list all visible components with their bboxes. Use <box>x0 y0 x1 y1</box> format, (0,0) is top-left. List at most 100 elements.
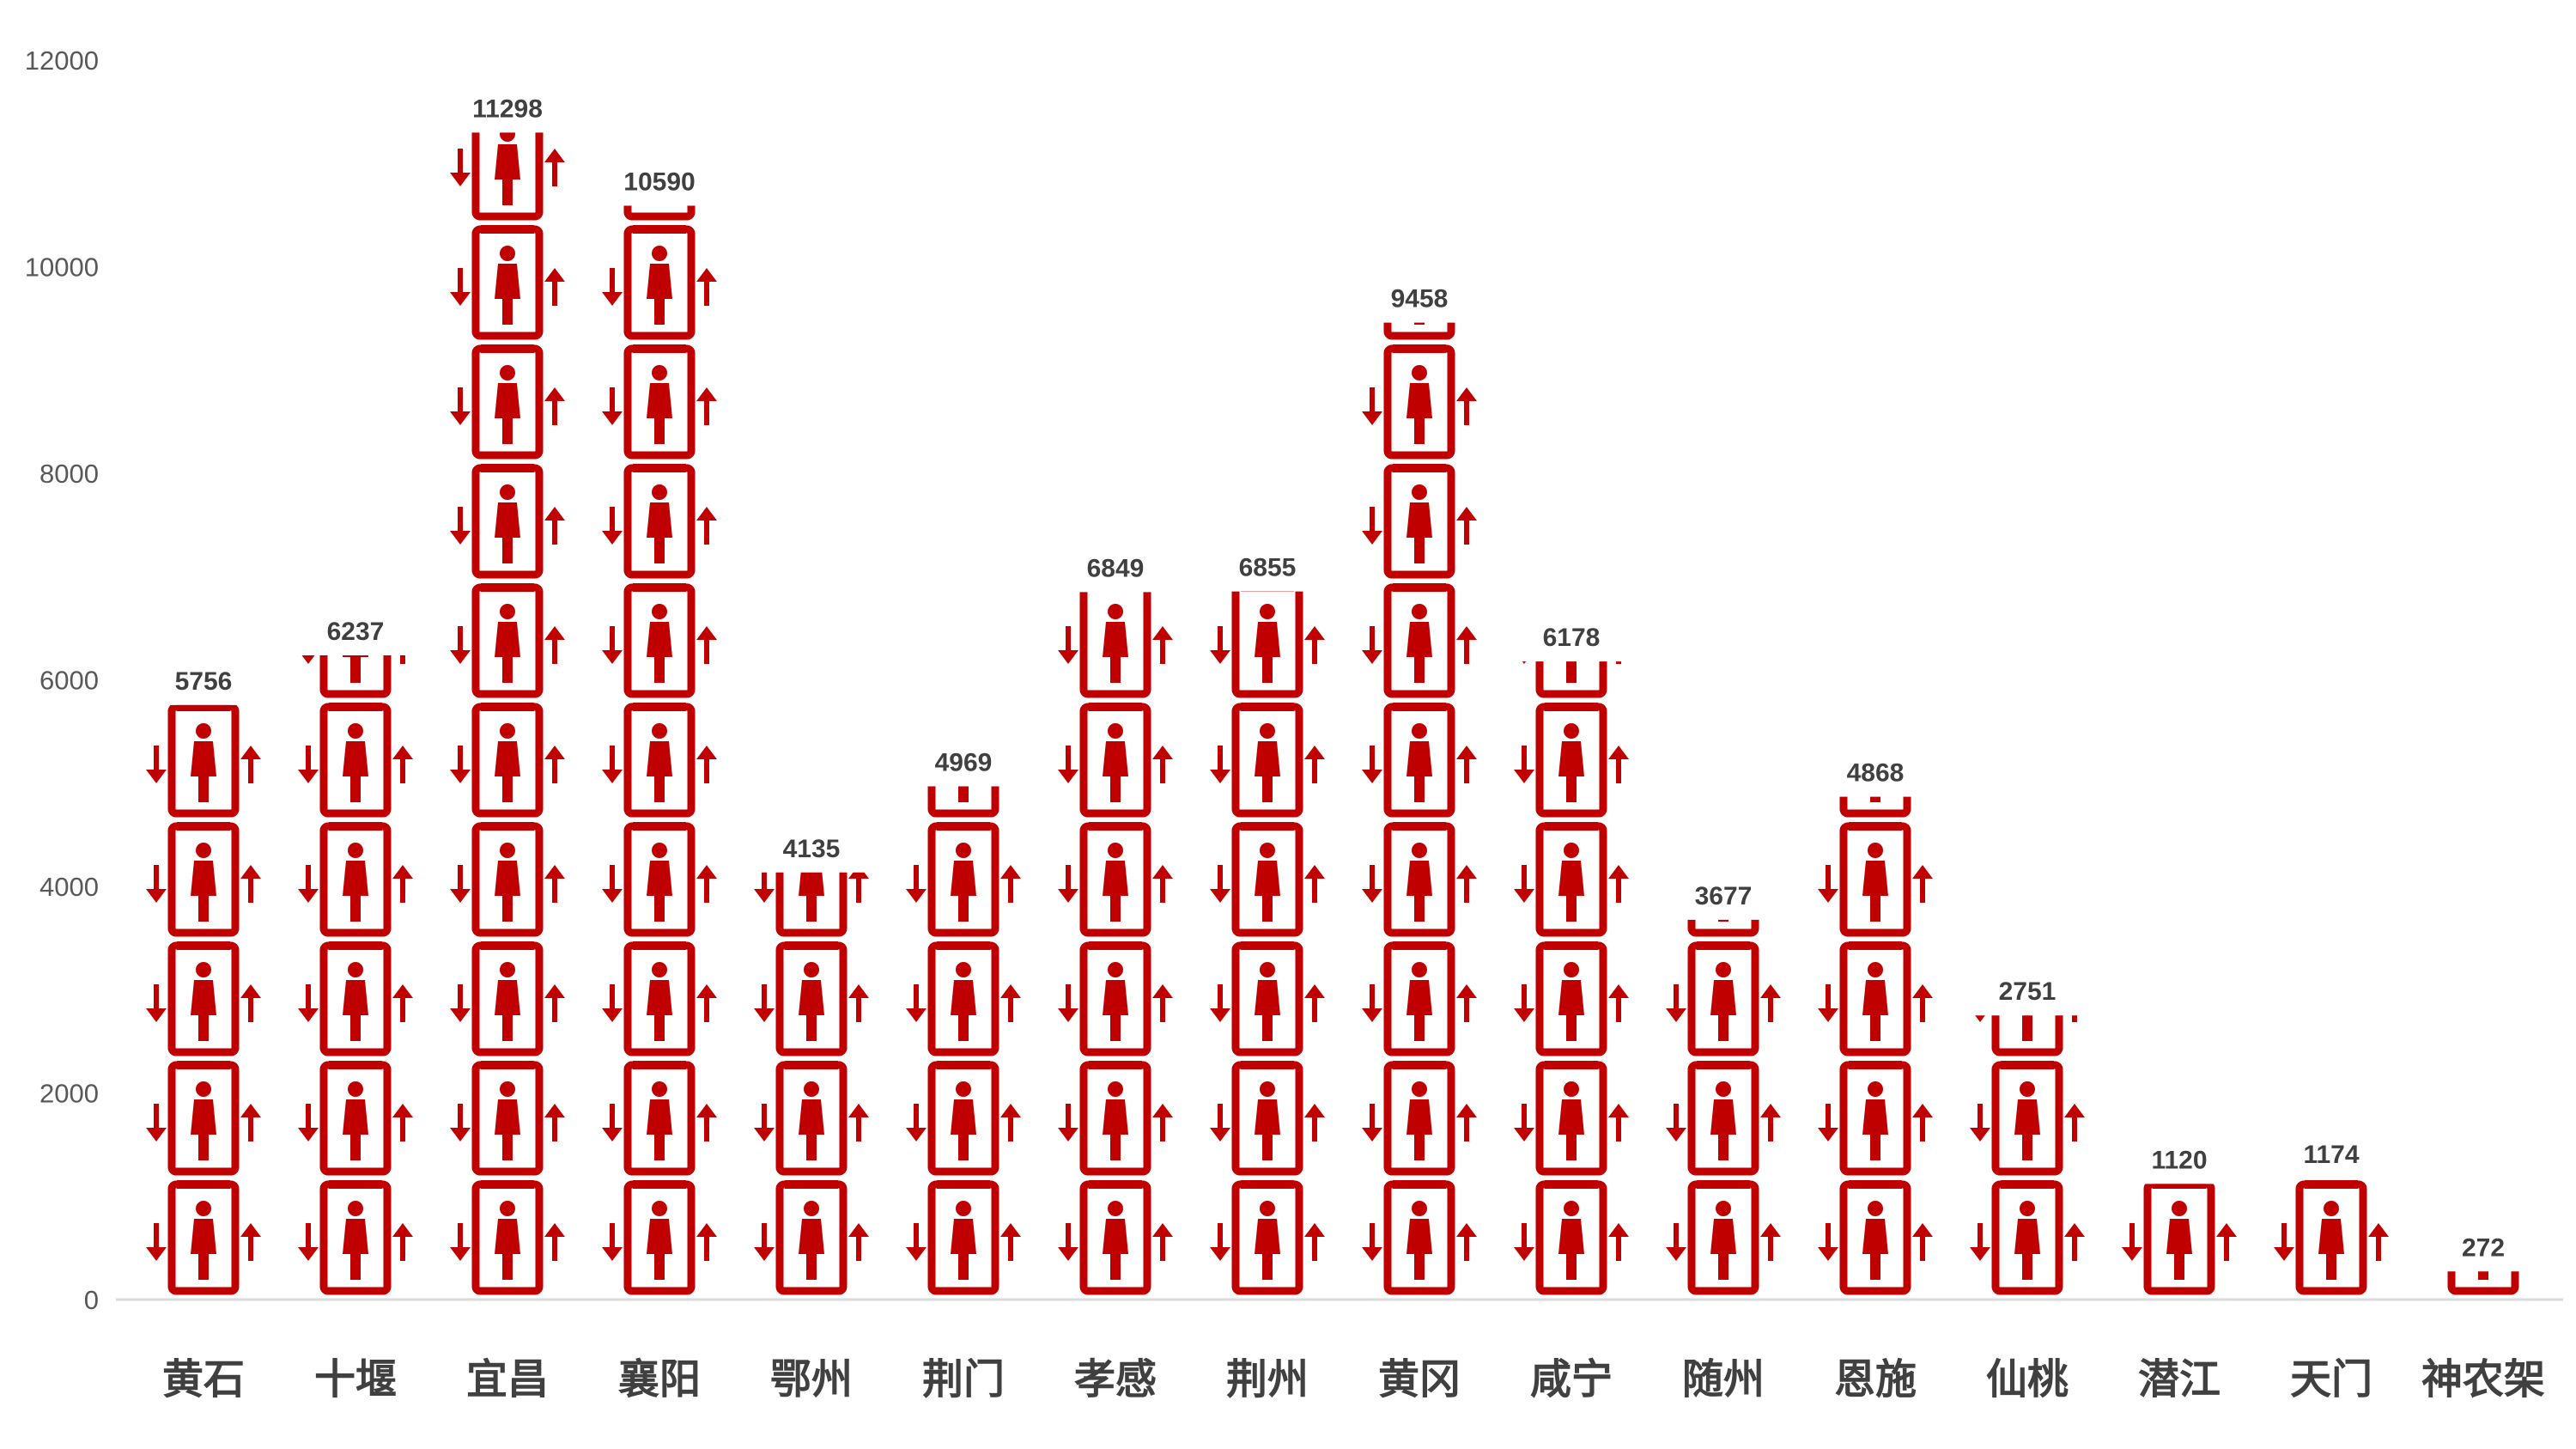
elevator-person-icon <box>906 822 1021 933</box>
data-label: 4969 <box>935 748 993 776</box>
category-label: 随州 <box>1682 1355 1765 1403</box>
elevator-person-icon <box>602 344 717 455</box>
bar: 9458 黄冈 <box>1362 285 1477 1403</box>
elevator-person-icon <box>1666 1180 1781 1291</box>
bar: 4135 鄂州 <box>754 835 869 1403</box>
elevator-person-icon <box>1970 1180 2085 1291</box>
data-label: 10590 <box>623 168 695 197</box>
elevator-person-icon <box>1058 941 1173 1052</box>
category-label: 荆门 <box>922 1355 1005 1403</box>
bar: 4868 恩施 <box>1818 703 1933 1403</box>
elevator-person-icon <box>754 941 869 1052</box>
y-axis: 0 2000 4000 6000 8000 10000 12000 <box>25 46 99 1315</box>
category-label: 咸宁 <box>1530 1355 1613 1403</box>
category-label: 神农架 <box>2421 1355 2545 1403</box>
elevator-person-icon <box>146 822 261 933</box>
elevator-person-icon <box>1362 822 1477 933</box>
elevator-person-icon <box>602 822 717 933</box>
data-label: 11298 <box>472 94 543 123</box>
data-label: 4868 <box>1847 759 1905 788</box>
y-tick-label: 6000 <box>39 666 99 696</box>
bar: 3677 随州 <box>1666 822 1781 1403</box>
elevator-person-icon <box>450 583 565 694</box>
bar: 6855 荆州 <box>1210 554 1325 1403</box>
elevator-person-icon <box>602 1061 717 1172</box>
elevator-person-icon <box>1362 941 1477 1052</box>
data-label: 6237 <box>327 618 385 646</box>
data-label: 6178 <box>1543 624 1601 652</box>
elevator-person-icon <box>450 1061 565 1172</box>
category-label: 天门 <box>2290 1355 2372 1403</box>
y-tick-label: 4000 <box>39 872 99 902</box>
elevator-person-icon <box>2274 1180 2389 1291</box>
elevator-person-icon <box>906 1061 1021 1172</box>
category-label: 孝感 <box>1074 1355 1157 1403</box>
y-tick-label: 10000 <box>25 253 99 283</box>
elevator-person-icon <box>754 1180 869 1291</box>
elevator-person-icon <box>602 106 717 216</box>
data-label: 3677 <box>1695 882 1753 910</box>
elevator-person-icon <box>1058 583 1173 694</box>
elevator-person-icon <box>1058 703 1173 813</box>
category-label: 鄂州 <box>770 1355 853 1403</box>
category-label: 宜昌 <box>466 1355 549 1403</box>
data-label: 272 <box>2462 1233 2505 1262</box>
bar: 1174 天门 <box>2274 1141 2389 1403</box>
elevator-person-icon <box>1058 1061 1173 1172</box>
elevator-person-icon <box>1514 822 1629 933</box>
bar: 4969 荆门 <box>906 748 1021 1403</box>
elevator-person-icon <box>450 822 565 933</box>
elevator-person-icon <box>450 1180 565 1291</box>
data-label: 9458 <box>1391 285 1449 314</box>
elevator-person-icon <box>450 225 565 336</box>
elevator-person-icon <box>1514 703 1629 813</box>
data-label: 2751 <box>1999 977 2057 1006</box>
bar: 2751 仙桃 <box>1970 977 2085 1403</box>
elevator-person-icon <box>1514 941 1629 1052</box>
elevator-person-icon <box>1818 703 1933 813</box>
elevator-person-icon <box>754 1061 869 1172</box>
elevator-person-icon <box>1210 583 1325 694</box>
elevator-person-icon <box>2122 1180 2237 1291</box>
y-tick-label: 0 <box>84 1285 99 1315</box>
data-label: 1174 <box>2303 1141 2359 1169</box>
bar: 6178 咸宁 <box>1514 624 1629 1403</box>
category-label: 仙桃 <box>1986 1355 2069 1403</box>
category-label: 十堰 <box>314 1355 397 1403</box>
bar: 272 神农架 <box>2421 1233 2545 1403</box>
elevator-person-icon <box>906 941 1021 1052</box>
elevator-person-icon <box>146 941 261 1052</box>
category-label: 黄石 <box>162 1355 245 1403</box>
elevator-person-icon <box>298 1061 413 1172</box>
elevator-person-icon <box>450 703 565 813</box>
elevator-person-icon <box>1666 822 1781 933</box>
elevator-person-icon <box>602 703 717 813</box>
data-label: 6849 <box>1087 554 1145 582</box>
elevator-person-icon <box>602 1180 717 1291</box>
data-label: 5756 <box>175 667 233 696</box>
y-tick-label: 2000 <box>39 1079 99 1109</box>
bar: 6237 十堰 <box>298 618 413 1403</box>
elevator-person-icon <box>1058 1180 1173 1291</box>
elevator-person-icon <box>146 1061 261 1172</box>
elevator-person-icon <box>298 941 413 1052</box>
elevator-person-icon <box>1818 1180 1933 1291</box>
elevator-person-icon <box>602 583 717 694</box>
bar: 10590 襄阳 <box>602 106 717 1403</box>
elevator-person-icon <box>1210 822 1325 933</box>
elevator-person-icon <box>450 941 565 1052</box>
elevator-person-icon <box>1666 941 1781 1052</box>
elevator-person-icon <box>1362 583 1477 694</box>
elevator-person-icon <box>1210 941 1325 1052</box>
elevator-person-icon <box>602 941 717 1052</box>
category-label: 恩施 <box>1834 1355 1917 1403</box>
elevator-person-icon <box>450 344 565 455</box>
elevator-person-icon <box>450 464 565 575</box>
data-label: 4135 <box>783 835 841 863</box>
elevator-person-icon <box>906 1180 1021 1291</box>
category-label: 襄阳 <box>618 1355 701 1403</box>
elevator-person-icon <box>1210 1061 1325 1172</box>
elevator-person-icon <box>602 225 717 336</box>
elevator-person-icon <box>298 703 413 813</box>
category-label: 荆州 <box>1226 1355 1309 1403</box>
